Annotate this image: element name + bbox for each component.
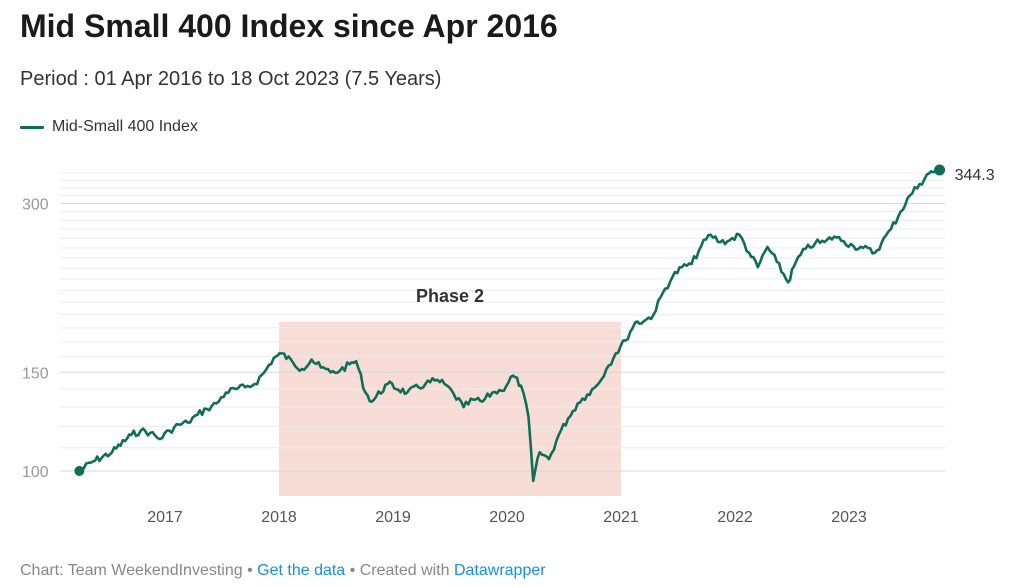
chart-subtitle: Period : 01 Apr 2016 to 18 Oct 2023 (7.5… — [20, 68, 442, 90]
y-tick-label: 300 — [22, 197, 49, 214]
x-tick-label: 2021 — [603, 509, 639, 526]
end-point — [934, 164, 946, 176]
end-value-label: 344.3 — [955, 167, 995, 184]
highlight-label: Phase 2 — [416, 286, 484, 306]
start-point — [74, 466, 85, 476]
y-tick-label: 100 — [22, 464, 49, 481]
datawrapper-link[interactable]: Datawrapper — [453, 562, 546, 579]
y-tick-label: 150 — [22, 365, 49, 382]
series-line — [78, 166, 941, 483]
legend-label: Mid-Small 400 Index — [52, 118, 198, 135]
x-tick-label: 2017 — [147, 509, 183, 526]
x-tick-label: 2022 — [717, 509, 753, 526]
x-tick-label: 2019 — [375, 509, 411, 526]
x-tick-label: 2023 — [831, 509, 867, 526]
footer-credit: Chart: Team WeekendInvesting • — [20, 562, 258, 579]
get-data-link[interactable]: Get the data — [257, 562, 346, 579]
chart-title: Mid Small 400 Index since Apr 2016 — [20, 8, 558, 44]
highlight-band — [279, 322, 621, 496]
footer-middle: • Created with — [345, 562, 454, 579]
legend: Mid-Small 400 Index — [20, 118, 198, 136]
x-tick-label: 2020 — [489, 509, 525, 526]
chart-footer: Chart: Team WeekendInvesting • Get the d… — [20, 562, 546, 580]
legend-swatch — [20, 125, 44, 129]
x-tick-label: 2018 — [261, 509, 297, 526]
